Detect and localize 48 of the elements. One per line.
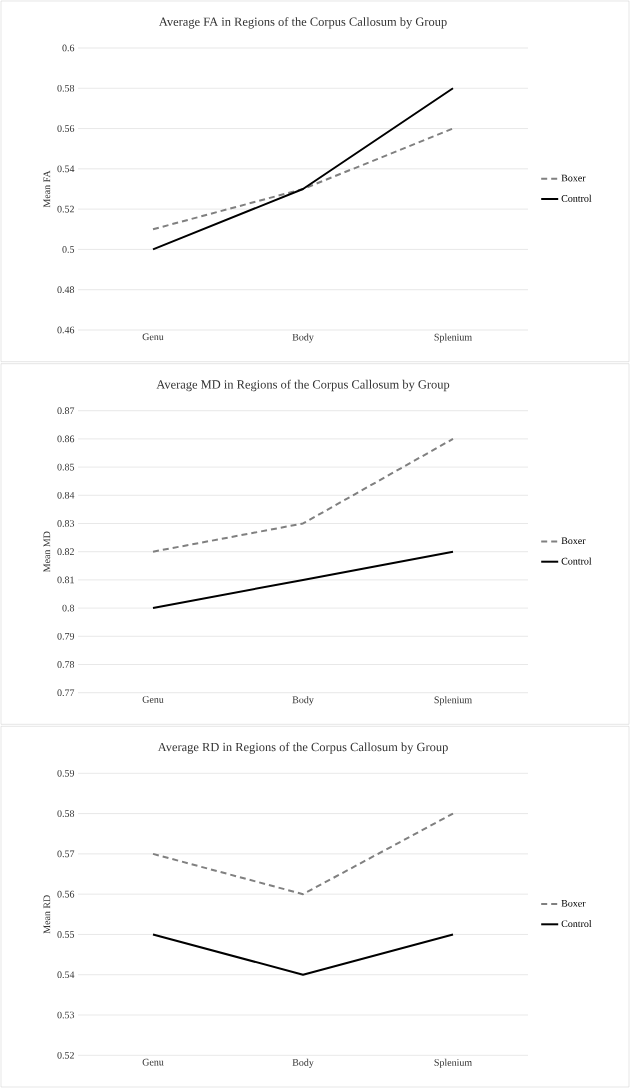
x-tick-label: Genu [142,1058,164,1066]
y-tick-label: 0.56 [57,890,75,898]
x-tick-label: Body [292,1058,314,1068]
x-tick-label: Body [292,333,314,343]
y-tick-label: 0.53 [57,1011,75,1019]
legend-label: Control [561,557,592,565]
y-tick-label: 0.86 [57,435,75,443]
y-tick-label: 0.85 [57,463,75,471]
x-tick-label: Splenium [434,696,472,706]
legend-label: Boxer [561,900,586,907]
chart-title: Average FA in Regions of the Corpus Callosum by Group [158,17,447,29]
legend-label: Boxer [561,174,586,182]
y-tick-label: 0.5 [62,246,75,253]
y-tick-label: 0.81 [57,576,74,584]
y-tick-label: 0.54 [57,971,75,979]
y-axis-title: Mean RD [43,895,51,934]
x-tick-label: Genu [142,333,164,341]
y-tick-label: 0.8 [62,604,75,612]
legend-label: Control [561,194,592,202]
y-tick-label: 0.58 [57,84,75,92]
legend-label: Control [561,920,592,928]
y-tick-label: 0.79 [57,632,75,640]
y-tick-label: 0.84 [57,491,75,499]
x-tick-label: Genu [142,696,164,703]
chart-title: Average RD in Regions of the Corpus Callosum by Group [157,742,448,754]
y-tick-label: 0.87 [57,407,75,415]
y-tick-label: 0.6 [62,44,75,52]
y-tick-label: 0.56 [57,125,75,132]
y-axis-title: Mean FA [43,170,51,208]
legend-label: Boxer [561,537,586,545]
y-tick-label: 0.77 [57,689,75,697]
y-tick-label: 0.78 [57,661,75,668]
y-tick-label: 0.82 [57,548,74,556]
y-tick-label: 0.52 [57,205,74,213]
y-tick-label: 0.54 [57,165,75,173]
y-axis-title: Mean MD [43,531,51,573]
x-tick-label: Splenium [434,1058,472,1068]
y-tick-label: 0.46 [57,326,75,334]
x-tick-label: Body [292,696,314,706]
x-tick-label: Splenium [434,333,472,343]
y-tick-label: 0.57 [57,850,75,858]
y-tick-label: 0.52 [57,1051,74,1059]
y-tick-label: 0.83 [57,520,75,527]
y-tick-label: 0.55 [57,931,75,938]
y-tick-label: 0.59 [57,769,75,777]
chart-title: Average MD in Regions of the Corpus Callosum by Group [156,379,450,392]
y-tick-label: 0.58 [57,810,75,817]
y-tick-label: 0.48 [57,286,75,294]
